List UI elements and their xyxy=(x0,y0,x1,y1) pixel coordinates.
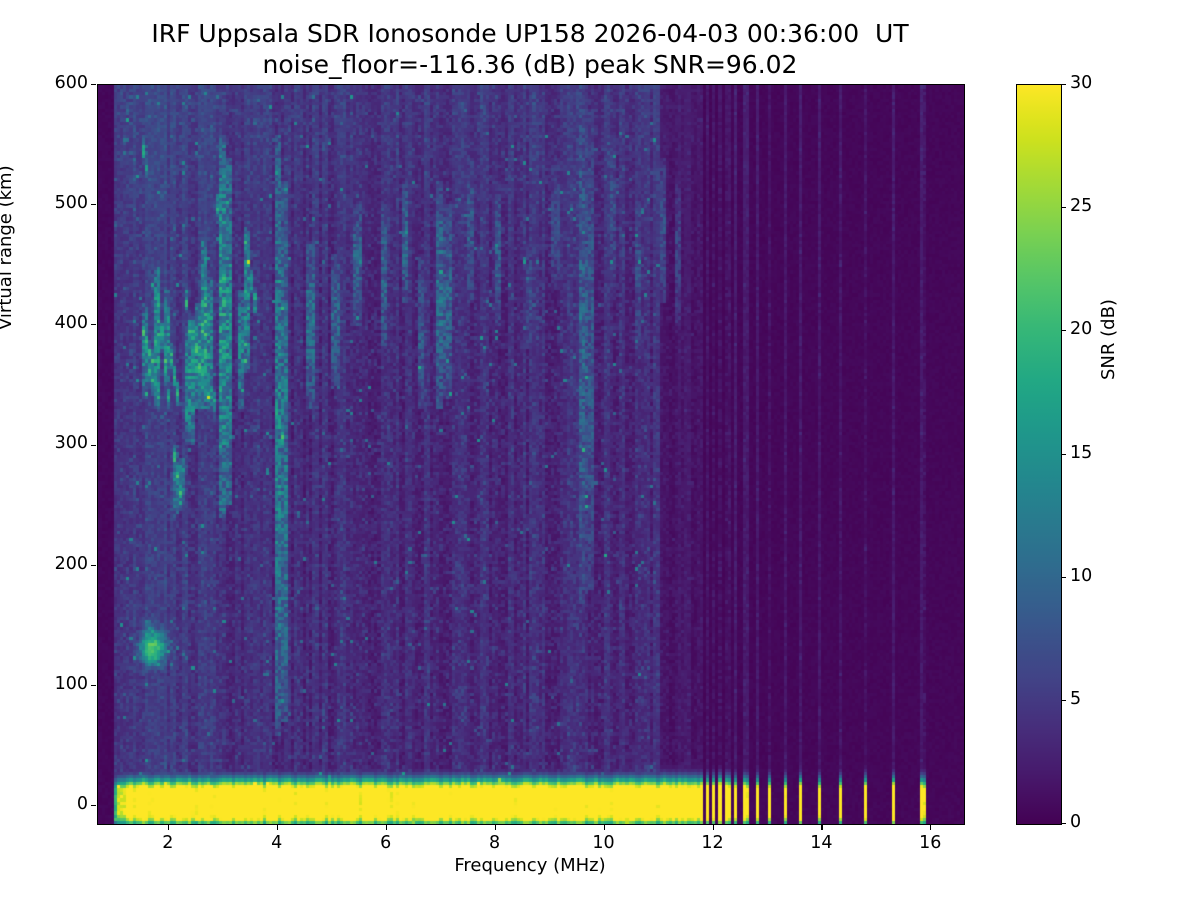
colorbar-tick-label: 25 xyxy=(1070,196,1093,217)
colorbar xyxy=(1016,84,1062,825)
ionogram-heatmap-panel xyxy=(97,84,965,825)
ionogram-heatmap-canvas xyxy=(98,85,964,824)
x-tick-mark xyxy=(821,825,823,830)
y-tick-mark xyxy=(91,324,96,326)
colorbar-tick-mark xyxy=(1061,576,1066,578)
colorbar-tick-label: 30 xyxy=(1070,73,1093,93)
y-tick-label: 500 xyxy=(54,193,88,214)
y-tick-label: 0 xyxy=(76,793,88,814)
x-axis-label: Frequency (MHz) xyxy=(454,855,606,876)
y-tick-label: 100 xyxy=(54,673,88,694)
title-line-1: IRF Uppsala SDR Ionosonde UP158 2026-04-… xyxy=(151,19,909,48)
y-tick-mark xyxy=(91,684,96,686)
y-tick-label: 300 xyxy=(54,433,88,454)
colorbar-tick-label: 15 xyxy=(1070,442,1093,463)
x-tick-label: 8 xyxy=(489,833,501,853)
colorbar-tick-label: 20 xyxy=(1070,319,1093,340)
x-tick-label: 4 xyxy=(271,833,283,853)
y-tick-mark xyxy=(91,564,96,566)
x-tick-label: 12 xyxy=(701,833,724,853)
x-tick-mark xyxy=(603,825,605,830)
colorbar-tick-label: 5 xyxy=(1070,688,1082,709)
colorbar-tick-mark xyxy=(1061,330,1066,332)
y-tick-label: 400 xyxy=(54,313,88,334)
colorbar-tick-label: 10 xyxy=(1070,565,1093,586)
colorbar-label: SNR (dB) xyxy=(1098,299,1119,380)
x-tick-label: 6 xyxy=(380,833,392,853)
y-tick-mark xyxy=(91,444,96,446)
y-axis-label: Virtual range (km) xyxy=(0,165,16,330)
x-tick-label: 14 xyxy=(810,833,833,853)
colorbar-tick-mark xyxy=(1061,84,1066,86)
y-tick-mark xyxy=(91,204,96,206)
colorbar-tick-mark xyxy=(1061,699,1066,701)
x-tick-label: 16 xyxy=(919,833,942,853)
colorbar-tick-mark xyxy=(1061,207,1066,209)
x-tick-mark xyxy=(494,825,496,830)
title-line-2: noise_floor=-116.36 (dB) peak SNR=96.02 xyxy=(262,50,798,79)
colorbar-gradient xyxy=(1017,85,1061,824)
x-tick-mark xyxy=(385,825,387,830)
colorbar-tick-mark xyxy=(1061,823,1066,825)
x-tick-mark xyxy=(930,825,932,830)
x-tick-mark xyxy=(712,825,714,830)
x-tick-mark xyxy=(167,825,169,830)
y-tick-label: 200 xyxy=(54,553,88,574)
figure-title: IRF Uppsala SDR Ionosonde UP158 2026-04-… xyxy=(0,18,1060,80)
x-tick-label: 10 xyxy=(592,833,615,853)
x-tick-label: 2 xyxy=(162,833,174,853)
colorbar-tick-label: 0 xyxy=(1070,812,1082,832)
colorbar-tick-mark xyxy=(1061,453,1066,455)
x-tick-mark xyxy=(276,825,278,830)
y-tick-mark xyxy=(91,805,96,807)
y-tick-label: 600 xyxy=(54,73,88,93)
y-tick-mark xyxy=(91,84,96,86)
